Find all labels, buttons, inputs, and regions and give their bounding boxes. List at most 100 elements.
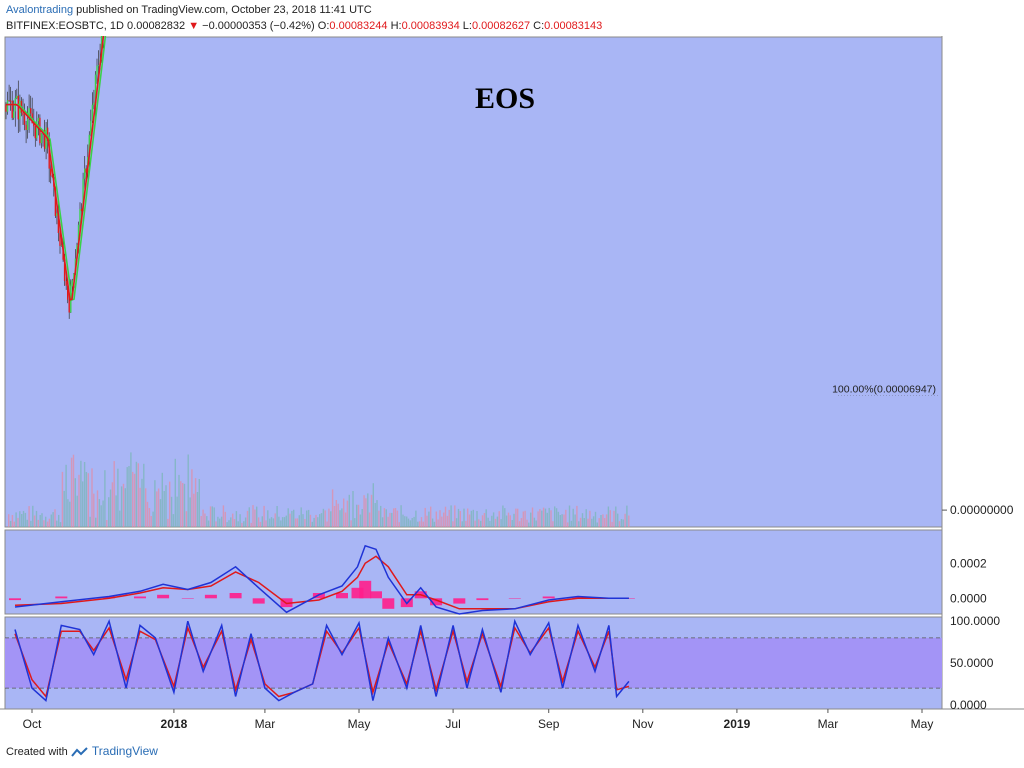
volume-bar xyxy=(380,505,382,527)
volume-bar xyxy=(622,519,624,527)
volume-bar xyxy=(337,503,339,527)
volume-bar xyxy=(509,515,511,527)
volume-bar xyxy=(411,518,413,527)
volume-bar xyxy=(554,506,556,527)
volume-bar xyxy=(156,491,158,527)
volume-bar xyxy=(579,517,582,527)
main-pane[interactable] xyxy=(4,36,943,528)
candle-body xyxy=(71,280,73,287)
volume-bar xyxy=(133,473,136,527)
volume-bar xyxy=(215,521,217,527)
volume-bar xyxy=(80,460,82,527)
volume-bar xyxy=(394,508,397,527)
volume-bar xyxy=(311,521,313,527)
volume-bar xyxy=(352,491,354,527)
volume-bar xyxy=(594,511,597,527)
volume-bar xyxy=(298,515,300,527)
volume-bar xyxy=(115,495,117,527)
volume-bar xyxy=(200,516,202,527)
time-axis-label: May xyxy=(911,717,934,731)
candle-body xyxy=(63,259,66,281)
volume-bar xyxy=(82,481,84,527)
volume-bar xyxy=(41,513,43,527)
volume-bar xyxy=(35,510,38,527)
volume-bar xyxy=(343,498,345,527)
volume-bar xyxy=(350,520,352,527)
volume-bar xyxy=(244,517,247,527)
volume-bar xyxy=(296,518,299,527)
macd-axis-label: 0.0002 xyxy=(950,556,987,570)
volume-bar xyxy=(617,513,619,527)
author-link[interactable]: Avalontrading xyxy=(6,4,74,16)
volume-bar xyxy=(246,510,249,527)
price-chart[interactable]: 0.00%(0.00217382)23.60%(0.00167720)38.20… xyxy=(0,36,1024,741)
volume-bar xyxy=(17,517,19,527)
volume-bar xyxy=(439,510,441,527)
macd-line xyxy=(14,544,629,615)
volume-bar xyxy=(119,510,121,527)
volume-bar xyxy=(148,508,151,527)
volume-bar xyxy=(39,515,41,527)
volume-bar xyxy=(537,511,539,527)
volume-bar xyxy=(15,512,17,527)
volume-bar xyxy=(87,473,89,527)
volume-bar xyxy=(130,452,132,527)
candle-body xyxy=(50,168,52,176)
volume-bar xyxy=(95,517,97,527)
volume-bar xyxy=(48,518,51,527)
volume-bar xyxy=(446,515,449,527)
volume-bar xyxy=(407,518,410,527)
volume-bar xyxy=(67,499,69,527)
volume-bar xyxy=(163,491,165,527)
volume-bar xyxy=(280,520,282,527)
created-with-label: Created with xyxy=(6,746,68,758)
volume-bars xyxy=(8,452,630,527)
volume-bar xyxy=(400,505,402,527)
volume-bar xyxy=(480,520,482,527)
volume-bar xyxy=(320,513,323,527)
candle-body xyxy=(22,112,24,116)
volume-bar xyxy=(157,488,160,527)
time-axis-label: 2018 xyxy=(161,717,188,731)
volume-bar xyxy=(624,513,626,527)
volume-bar xyxy=(219,518,221,527)
volume-bar xyxy=(565,509,567,527)
volume-bar xyxy=(50,514,52,527)
volume-bar xyxy=(278,516,280,527)
fib-level-label: 100.00%(0.00006947) xyxy=(832,384,936,396)
time-axis-label: Nov xyxy=(632,717,653,731)
volume-bar xyxy=(45,516,47,527)
volume-bar xyxy=(331,489,334,527)
candle-body xyxy=(67,285,69,300)
candle-body xyxy=(91,104,94,121)
macd-histogram-bar xyxy=(9,598,21,601)
volume-bar xyxy=(498,511,500,527)
volume-bar xyxy=(126,467,128,527)
volume-bar xyxy=(167,518,169,527)
macd-pane[interactable] xyxy=(4,529,943,615)
volume-bar xyxy=(304,519,306,527)
volume-bar xyxy=(409,520,412,527)
volume-bar xyxy=(172,514,175,527)
candle-body xyxy=(94,74,97,103)
volume-bar xyxy=(170,496,173,527)
volume-bar xyxy=(63,490,65,527)
volume-bar xyxy=(552,521,554,527)
volume-bar xyxy=(52,512,54,527)
volume-bar xyxy=(261,516,263,527)
candle-body xyxy=(96,65,98,75)
volume-bar xyxy=(124,488,126,527)
volume-bar xyxy=(8,514,10,527)
volume-bar xyxy=(348,494,350,527)
candle-body xyxy=(97,65,100,66)
volume-bar xyxy=(492,512,495,527)
tradingview-brand[interactable]: TradingView xyxy=(91,744,158,758)
time-axis-label: 2019 xyxy=(724,717,751,731)
volume-bar xyxy=(254,509,256,527)
volume-bar xyxy=(587,518,589,527)
candle-body xyxy=(54,186,57,216)
volume-bar xyxy=(239,514,241,527)
volume-bar xyxy=(444,506,447,527)
volume-bar xyxy=(393,508,395,527)
volume-bar xyxy=(141,478,143,527)
